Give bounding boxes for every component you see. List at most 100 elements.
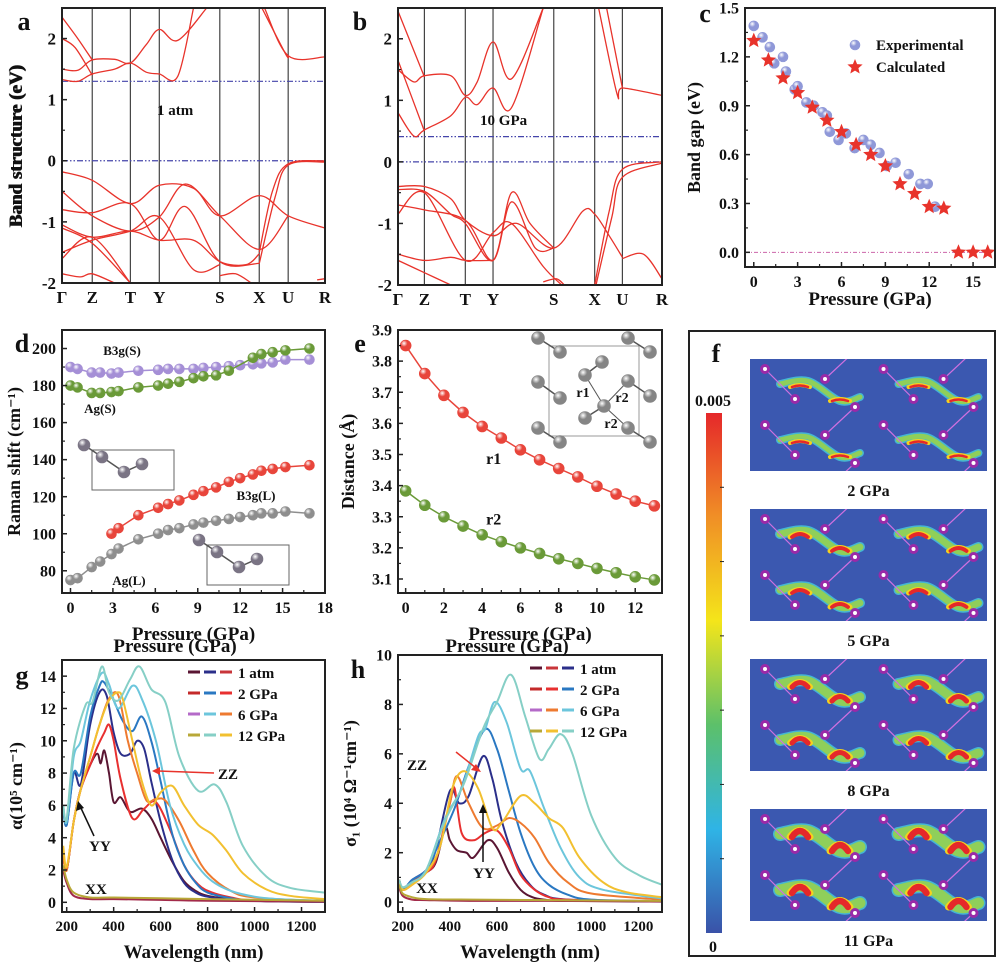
- series-line: [111, 464, 310, 535]
- calculated-point: [950, 244, 967, 259]
- polarization-label-xx: XX: [85, 882, 107, 898]
- density-lobe: [674, 590, 690, 593]
- atom: [672, 694, 682, 704]
- data-point: [280, 461, 291, 473]
- spectrum-line: [62, 691, 325, 903]
- x-tick-label: 18: [317, 600, 333, 617]
- x-tick-label: 600: [486, 919, 509, 935]
- plot-frame: [397, 329, 663, 594]
- atom-highlight: [763, 873, 767, 877]
- y-tick-label: -2: [42, 274, 56, 293]
- panel-label: c: [699, 0, 711, 28]
- atom-highlight: [971, 855, 976, 859]
- atom: [642, 758, 652, 768]
- density-lobe: [788, 883, 812, 897]
- data-point: [94, 367, 106, 378]
- y-tick-label: 0.6: [719, 147, 739, 164]
- y-tick-label: 3.9: [372, 323, 392, 340]
- atom-highlight: [763, 573, 767, 577]
- density-lobe: [674, 534, 690, 537]
- density-lobe: [829, 749, 851, 760]
- band-line: [317, 278, 325, 281]
- data-point: [72, 363, 83, 375]
- data-point: [418, 367, 431, 380]
- y-tick-label: -1: [378, 214, 392, 233]
- y-tick-label: 1: [384, 91, 393, 110]
- panel-label: e: [354, 329, 366, 358]
- data-point: [162, 498, 174, 510]
- atom: [642, 626, 652, 636]
- calculated-point: [819, 112, 835, 127]
- panel-e: r1 r2 r2 3.1 3.2 3.3 3.4 3.5 3.6 3.7 3.8 3.9 0 2 4 6 8 10…: [338, 323, 663, 645]
- inset-atom: [578, 368, 592, 382]
- data-point: [152, 364, 164, 376]
- atom-bond: [647, 931, 677, 961]
- atom-bond: [883, 874, 914, 906]
- atom: [672, 338, 682, 348]
- inset-atom: [117, 465, 131, 479]
- plot-frame: [744, 7, 996, 268]
- atom-highlight: [793, 603, 797, 607]
- atom: [672, 788, 682, 798]
- atom: [642, 720, 652, 730]
- atom-highlight: [853, 461, 857, 465]
- map-pressure-label: 5 GPa: [847, 633, 889, 650]
- density-channel: [777, 377, 863, 405]
- x-tick-label: 6: [151, 600, 159, 617]
- density-lobe: [949, 957, 969, 964]
- atom-highlight: [763, 817, 767, 821]
- y-tick-label: 6: [48, 798, 56, 815]
- polarization-label-yy: YY: [89, 839, 111, 855]
- density-lobe: [830, 454, 850, 459]
- spectrum-line: [62, 723, 325, 903]
- pressure-annotation: 10 GPa: [480, 113, 528, 129]
- atom-highlight: [911, 847, 916, 851]
- calculated-point: [892, 175, 908, 191]
- panel-a: Γ Z T Y S X U R -2 -1 0 1 2 Band structure (eV) a 1 atm: [6, 7, 332, 307]
- x-axis-label: Wavelength (nm): [124, 942, 264, 963]
- density-lobe: [714, 957, 730, 963]
- atom-bond: [845, 912, 856, 921]
- density-channel: [896, 377, 981, 405]
- atom: [672, 450, 682, 460]
- inset-box: [206, 544, 290, 586]
- data-point: [267, 508, 278, 519]
- atom-bond: [943, 509, 966, 530]
- atom-highlight: [823, 677, 827, 681]
- y-tick-label: 10: [40, 733, 56, 750]
- legend-label: 12 GPa: [238, 729, 286, 745]
- band-line: [398, 201, 554, 262]
- atom-highlight: [645, 761, 649, 765]
- spectrum-line: [62, 680, 325, 903]
- x-tick-label: 200: [391, 919, 414, 935]
- atom-highlight: [971, 705, 976, 709]
- bands-group: [398, 8, 662, 285]
- atom: [939, 318, 949, 328]
- calculated-point: [936, 200, 952, 215]
- atom-highlight: [645, 779, 649, 783]
- panel-label: f: [712, 339, 721, 368]
- kpoint-label: R: [319, 288, 332, 307]
- band-line: [62, 8, 208, 72]
- atom: [642, 308, 652, 318]
- atom-bond: [845, 762, 856, 771]
- atom-highlight: [675, 809, 679, 813]
- y-tick-label: 12: [40, 701, 56, 718]
- kpoint-label: X: [253, 288, 266, 307]
- spectrum-line: [62, 869, 325, 903]
- data-point: [304, 343, 315, 354]
- density-lobe: [907, 827, 930, 841]
- band-line: [258, 159, 325, 253]
- data-point: [418, 499, 431, 512]
- distance-label: r2: [486, 512, 501, 529]
- data-point: [280, 345, 291, 356]
- y-tick-label: 3.8: [372, 354, 392, 371]
- atom-highlight: [645, 573, 649, 577]
- annotation-arrowhead: [152, 767, 160, 775]
- inset-atom: [643, 435, 657, 449]
- inset-label: r2: [615, 391, 628, 406]
- y-tick-label: 180: [32, 378, 56, 395]
- data-point: [162, 524, 174, 536]
- atom-highlight: [911, 903, 916, 907]
- data-point: [438, 510, 450, 523]
